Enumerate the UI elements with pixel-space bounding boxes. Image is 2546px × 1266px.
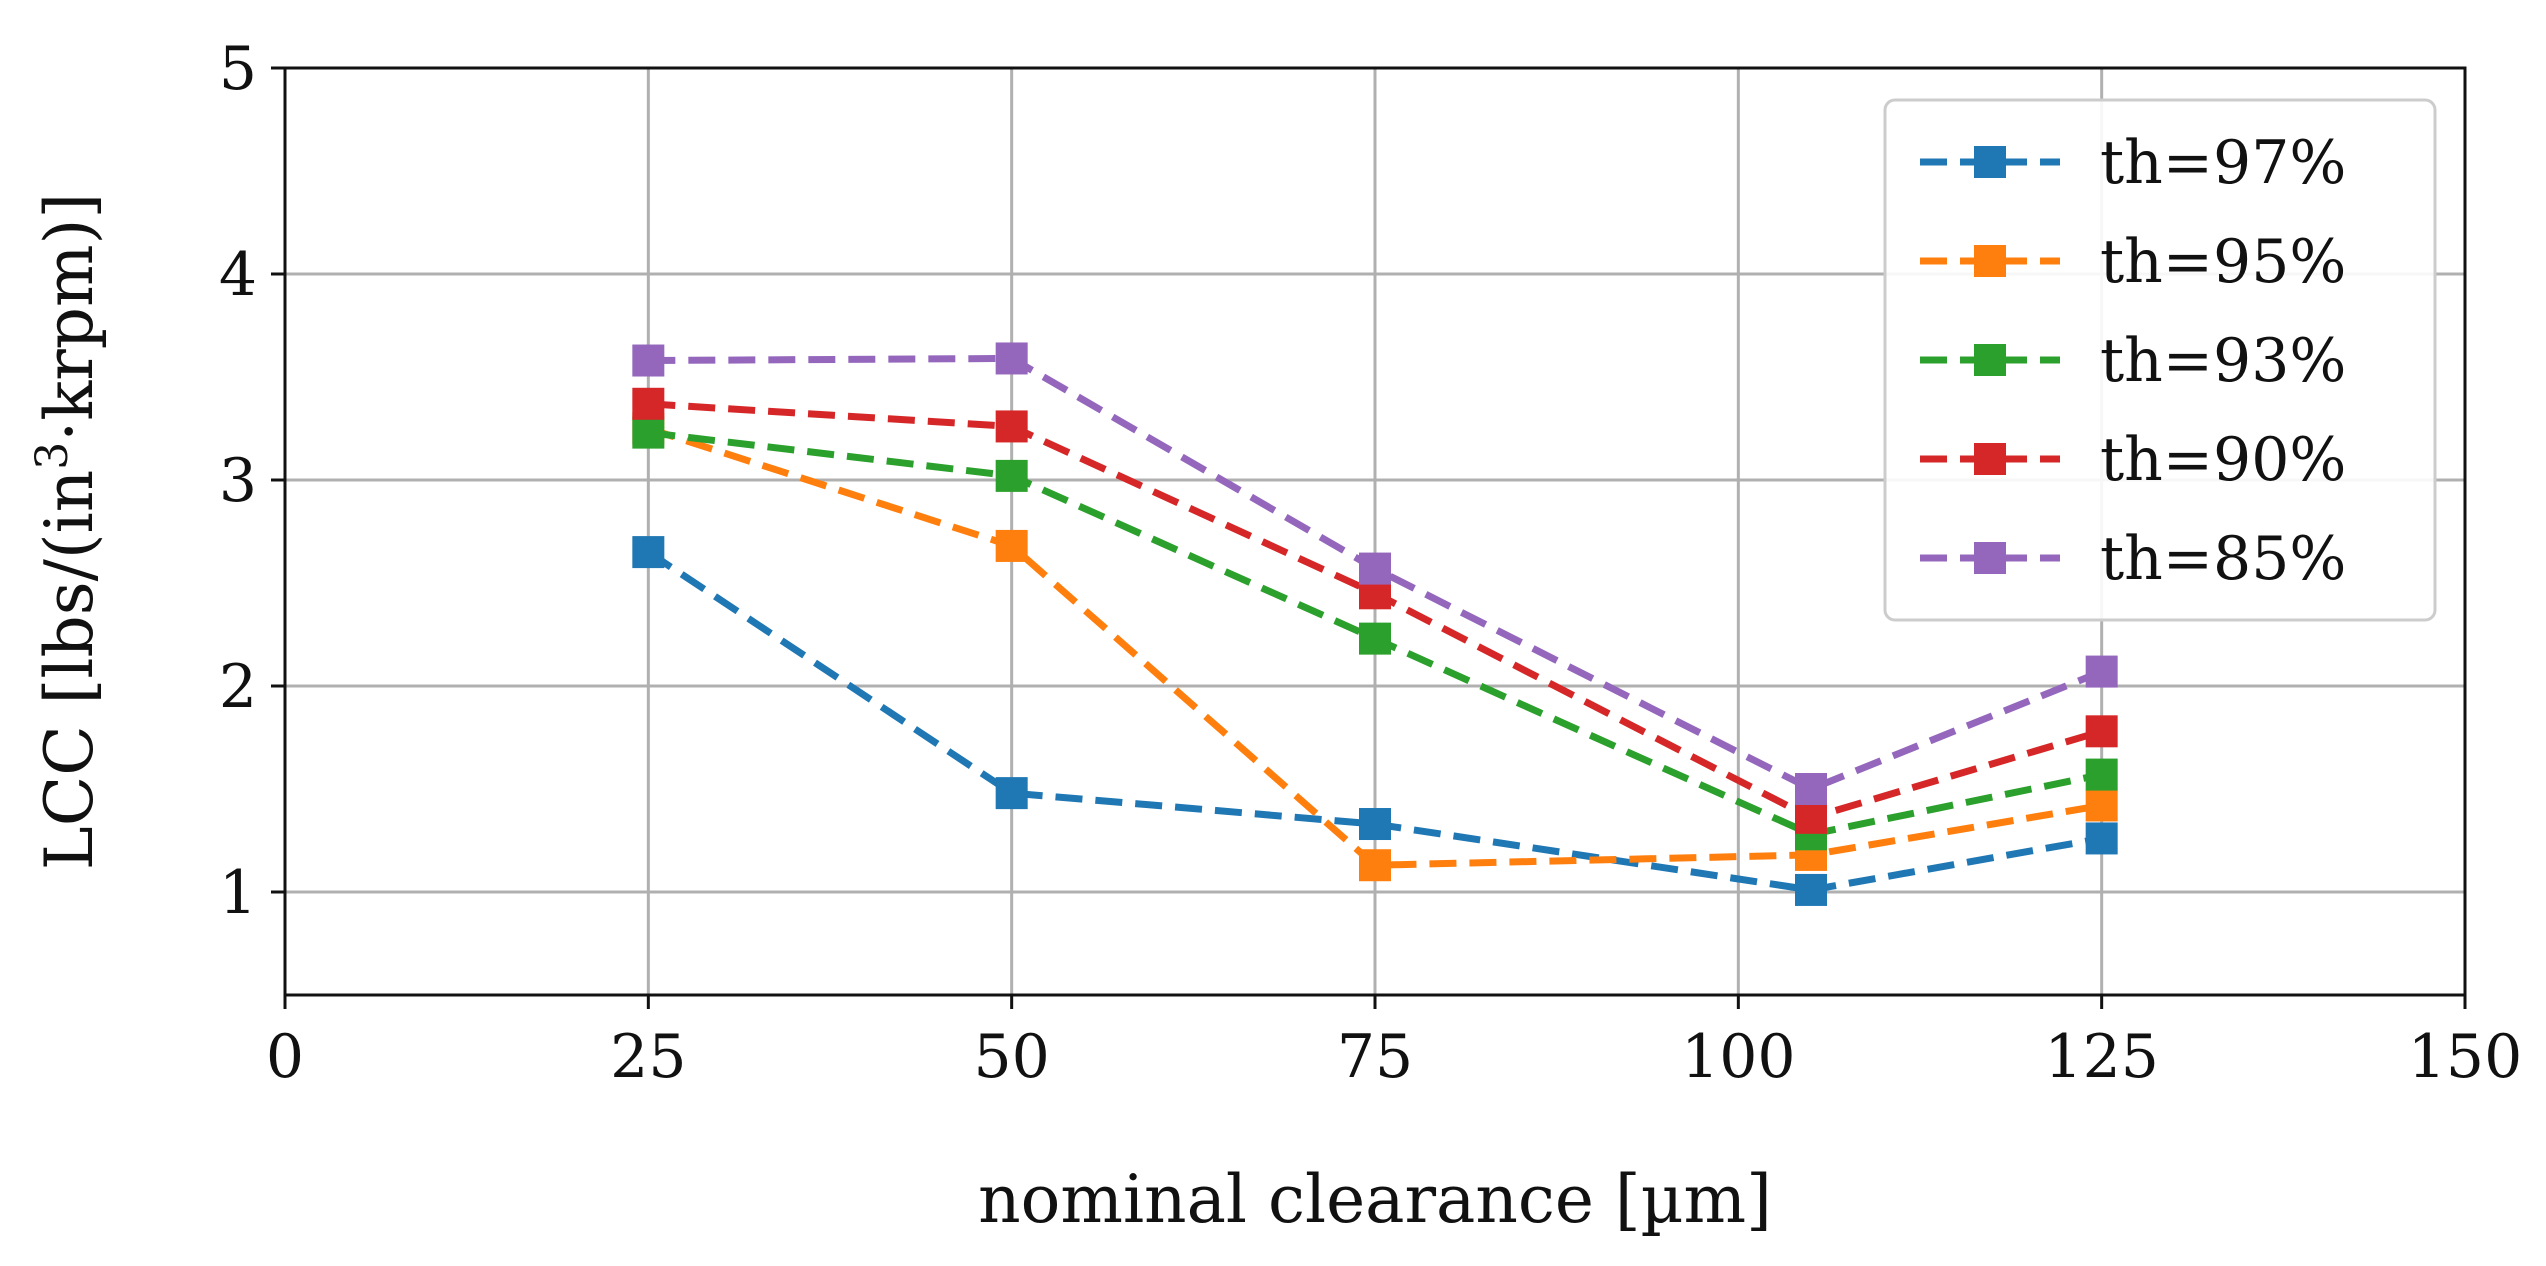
data-point [995, 342, 1028, 375]
data-point [1359, 622, 1391, 655]
legend-entry: th=90% [1920, 425, 2346, 495]
data-point [995, 459, 1028, 492]
series-th=90% [632, 387, 2118, 834]
data-point [2085, 789, 2118, 822]
data-point [995, 529, 1028, 562]
data-point [2085, 655, 2118, 688]
legend-label: th=93% [2100, 326, 2346, 396]
x-axis-label: nominal clearance [µm] [978, 1161, 1772, 1238]
legend-frame [1883, 98, 2437, 622]
y-axis-label-superscript: 3 [27, 442, 78, 470]
data-point [1795, 801, 1827, 834]
data-point [2085, 715, 2118, 748]
x-tick-label: 125 [2044, 1022, 2159, 1092]
y-tick-label: 4 [219, 240, 257, 310]
y-axis-label-suffix: ·krpm)] [31, 193, 108, 442]
y-axis-label-prefix: LCC [lbs/(in [31, 470, 108, 870]
y-tick-label: 2 [219, 652, 257, 722]
data-point [2085, 758, 2118, 791]
y-tick-label: 3 [219, 446, 257, 516]
legend-label: th=97% [2100, 128, 2346, 198]
data-point [1359, 849, 1391, 882]
x-tick-label: 150 [2408, 1022, 2523, 1092]
data-point [632, 344, 665, 377]
y-axis-label: LCC [lbs/(in3·krpm)] [27, 193, 109, 870]
data-point [632, 536, 665, 569]
legend-swatch-marker [1974, 146, 2006, 178]
x-tick-label: 100 [1681, 1022, 1796, 1092]
legend-label: th=85% [2100, 524, 2346, 594]
legend-entry: th=97% [1920, 128, 2346, 198]
legend-label: th=95% [2100, 227, 2346, 297]
legend-swatch-marker [1974, 443, 2006, 475]
data-point [1359, 808, 1391, 841]
axis-ticks: 0 25 50 75 100 125 150 1 2 3 4 5 [219, 34, 2522, 1092]
x-tick-label: 0 [266, 1022, 304, 1092]
legend-swatch-marker [1974, 542, 2006, 574]
data-point [1795, 873, 1827, 906]
legend: th=97% th=95% th=93% th=90% th=85% [1883, 98, 2437, 622]
legend-entry: th=93% [1920, 326, 2346, 396]
x-tick-label: 50 [973, 1022, 1049, 1092]
legend-swatch-marker [1974, 245, 2006, 277]
legend-entry: th=95% [1920, 227, 2346, 297]
series-th=97% [632, 536, 2118, 906]
data-point [995, 410, 1028, 443]
series-layer [632, 342, 2118, 906]
y-tick-label: 1 [219, 858, 257, 928]
legend-swatch-marker [1974, 344, 2006, 376]
series-th=93% [632, 416, 2118, 851]
data-point [632, 416, 665, 449]
data-point [1359, 552, 1391, 585]
x-tick-label: 25 [610, 1022, 686, 1092]
x-tick-label: 75 [1337, 1022, 1413, 1092]
data-point [1795, 773, 1827, 805]
data-point [995, 777, 1028, 810]
series-th=85% [632, 342, 2118, 805]
legend-label: th=90% [2100, 425, 2346, 495]
legend-entry: th=85% [1920, 524, 2346, 594]
data-point [632, 387, 665, 420]
y-tick-label: 5 [219, 34, 257, 104]
data-point [2085, 822, 2118, 855]
